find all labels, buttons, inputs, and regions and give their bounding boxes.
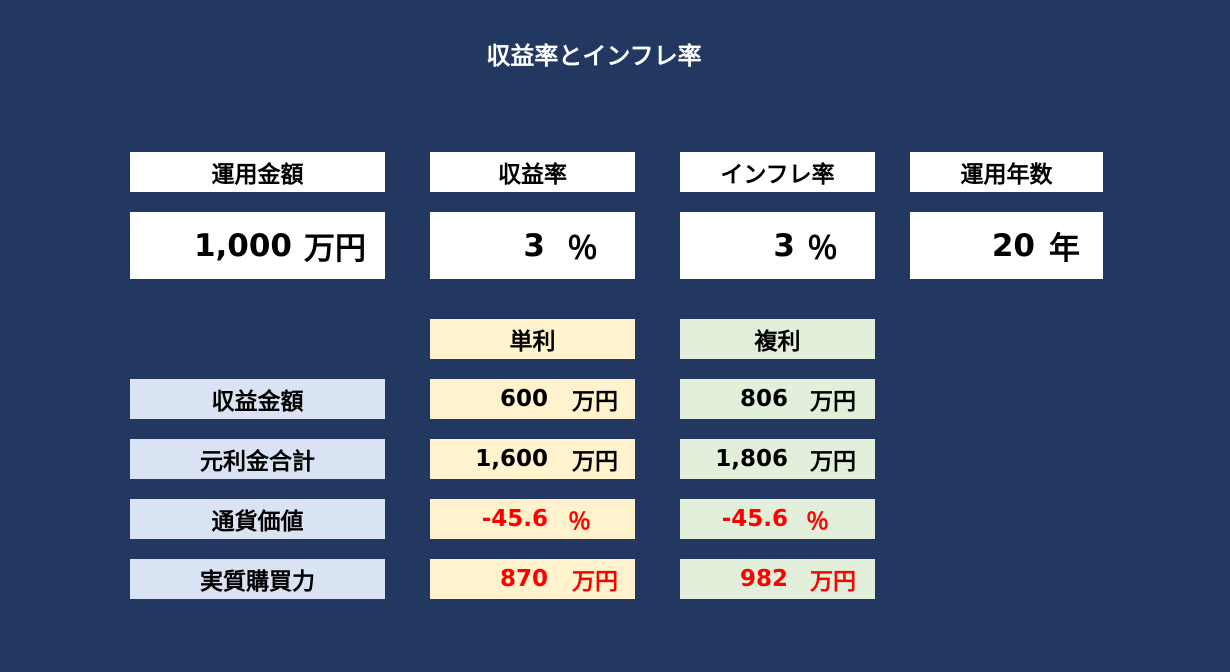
simple-total-unit: 万円 bbox=[572, 449, 618, 475]
compound-interest-header: 複利 bbox=[680, 319, 875, 359]
compound-total-value: 1,806 bbox=[715, 446, 788, 472]
simple-total-cell: 1,600 万円 bbox=[430, 439, 635, 479]
compound-currency-value-unit: ％ bbox=[806, 509, 829, 535]
simple-interest-header: 単利 bbox=[430, 319, 635, 359]
compound-return-amount-value: 806 bbox=[739, 386, 788, 412]
amount-value: 1,000 bbox=[193, 227, 292, 264]
years-unit: 年 bbox=[1049, 231, 1080, 267]
inflation-input[interactable]: 3 ％ bbox=[680, 212, 875, 279]
page-title: 収益率とインフレ率 bbox=[486, 42, 702, 70]
simple-return-amount-unit: 万円 bbox=[572, 389, 618, 415]
simple-total-value: 1,600 bbox=[475, 446, 548, 472]
amount-label: 運用金額 bbox=[130, 152, 385, 192]
inflation-value: 3 bbox=[773, 227, 795, 264]
amount-unit: 万円 bbox=[304, 231, 366, 267]
compound-currency-value-value: -45.6 bbox=[721, 506, 788, 532]
simple-currency-value-value: -45.6 bbox=[481, 506, 548, 532]
compound-return-amount-unit: 万円 bbox=[810, 389, 856, 415]
inflation-label: インフレ率 bbox=[680, 152, 875, 192]
inflation-unit: ％ bbox=[807, 231, 838, 267]
simple-purchasing-power-unit: 万円 bbox=[572, 569, 618, 595]
years-label: 運用年数 bbox=[910, 152, 1103, 192]
compound-purchasing-power-value: 982 bbox=[739, 566, 788, 592]
return-rate-unit: ％ bbox=[567, 231, 598, 267]
simple-currency-value-cell: -45.6 ％ bbox=[430, 499, 635, 539]
simple-return-amount-value: 600 bbox=[499, 386, 548, 412]
years-value: 20 bbox=[991, 227, 1035, 264]
return-rate-input[interactable]: 3 ％ bbox=[430, 212, 635, 279]
compound-purchasing-power-cell: 982 万円 bbox=[680, 559, 875, 599]
row-label-return-amount: 収益金額 bbox=[130, 379, 385, 419]
simple-return-amount-cell: 600 万円 bbox=[430, 379, 635, 419]
compound-total-unit: 万円 bbox=[810, 449, 856, 475]
row-label-currency-value: 通貨価値 bbox=[130, 499, 385, 539]
compound-return-amount-cell: 806 万円 bbox=[680, 379, 875, 419]
simple-purchasing-power-cell: 870 万円 bbox=[430, 559, 635, 599]
simple-currency-value-unit: ％ bbox=[568, 509, 591, 535]
row-label-total: 元利金合計 bbox=[130, 439, 385, 479]
compound-purchasing-power-unit: 万円 bbox=[810, 569, 856, 595]
compound-currency-value-cell: -45.6 ％ bbox=[680, 499, 875, 539]
row-label-real-purchasing-power: 実質購買力 bbox=[130, 559, 385, 599]
amount-input[interactable]: 1,000 万円 bbox=[130, 212, 385, 279]
return-rate-label: 収益率 bbox=[430, 152, 635, 192]
return-rate-value: 3 bbox=[523, 227, 545, 264]
years-input[interactable]: 20 年 bbox=[910, 212, 1103, 279]
simple-purchasing-power-value: 870 bbox=[499, 566, 548, 592]
compound-total-cell: 1,806 万円 bbox=[680, 439, 875, 479]
